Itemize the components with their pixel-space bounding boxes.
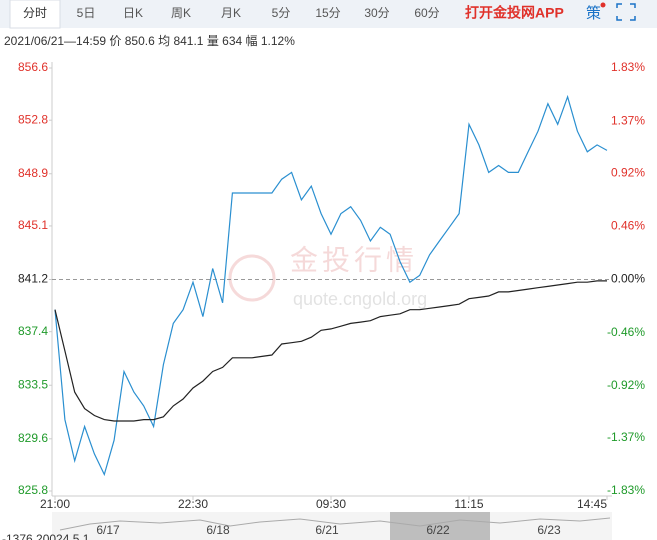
x-tick-label: 11:15 [454, 497, 483, 511]
tab[interactable]: 15分 [315, 6, 340, 20]
tab[interactable]: 月K [221, 6, 241, 20]
navigator-readout: -1376.20024,5.1 [2, 532, 90, 540]
y-tick-label: 833.5 [18, 377, 48, 391]
navigator-preview [59, 517, 611, 531]
tab[interactable]: 分时 [23, 6, 47, 20]
y-tick-label: 848.9 [18, 166, 48, 180]
navigator[interactable] [52, 512, 612, 540]
navigator-window[interactable] [390, 512, 490, 540]
app-link[interactable]: 打开金投网APP [465, 5, 564, 21]
y2-tick-label: -1.83% [607, 483, 645, 497]
navigator-label: 6/23 [537, 523, 561, 537]
active-tab [9, 0, 61, 29]
watermark-logo [228, 254, 276, 302]
price-line [54, 94, 608, 477]
navigator-label: 6/17 [96, 523, 120, 537]
tab[interactable]: 周K [171, 6, 191, 20]
y-tick-label: 856.6 [18, 60, 48, 74]
info-line: 2021/06/21—14:59 价 850.6 均 841.1 量 634 幅… [4, 33, 295, 48]
y2-tick-label: 0.92% [611, 165, 645, 179]
y2-tick-label: 0.46% [611, 219, 645, 233]
y-tick-label: 845.1 [18, 218, 48, 232]
y2-tick-label: 1.83% [611, 60, 645, 74]
y-tick-label: 829.6 [18, 431, 48, 445]
y2-tick-label: 0.00% [611, 272, 645, 286]
x-tick-label: 22:30 [178, 497, 208, 511]
y2-tick-label: -1.37% [607, 430, 645, 444]
tab[interactable]: 30分 [364, 6, 389, 20]
navigator-label: 6/18 [206, 523, 230, 537]
watermark-title: 金投行情 [290, 244, 418, 275]
y2-tick-label: -0.46% [607, 325, 645, 339]
navigator-label: 6/22 [426, 523, 450, 537]
tab[interactable]: 5分 [272, 6, 291, 20]
y-tick-label: 841.2 [18, 272, 48, 286]
watermark: 金投行情 quote.cngold.org [228, 244, 427, 309]
x-tick-label: 09:30 [316, 497, 346, 511]
average-line [54, 280, 607, 422]
tab[interactable]: 5日 [77, 6, 96, 20]
tab[interactable]: 60分 [414, 6, 439, 20]
navigator-label: 6/21 [315, 523, 339, 537]
tab[interactable]: 日K [123, 6, 143, 20]
y-tick-label: 825.8 [18, 483, 48, 497]
x-tick-label: 21:00 [40, 497, 70, 511]
fullscreen-button[interactable] [616, 3, 636, 21]
notice-dot [600, 2, 606, 8]
y-tick-label: 837.4 [18, 324, 48, 338]
y-tick-label: 852.8 [18, 112, 48, 126]
strategy-button[interactable]: 策 [586, 5, 601, 22]
tab-bar [0, 0, 657, 28]
watermark-url: quote.cngold.org [293, 289, 427, 309]
y2-tick-label: 1.37% [611, 113, 645, 127]
x-tick-label: 14:45 [577, 497, 607, 511]
y2-tick-label: -0.92% [607, 378, 645, 392]
